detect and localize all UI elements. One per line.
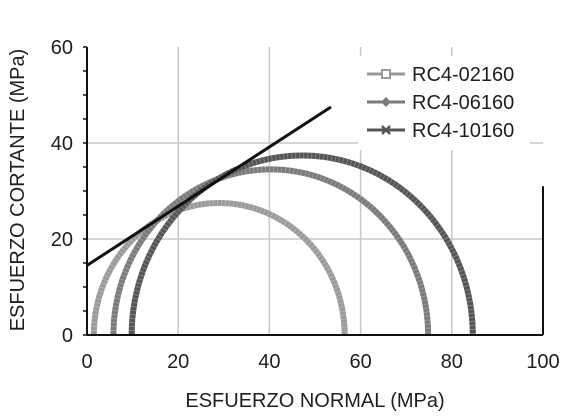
series-curve [128,152,476,335]
series-RC4-10160 [128,152,476,335]
square-marker-icon [381,69,391,79]
x-axis-title: ESFUERZO NORMAL (MPa) [185,390,444,412]
series-RC4-02160 [90,200,348,336]
series-marker-texture [90,200,348,336]
legend-item: RC4-10160 [367,120,514,142]
y-tick-label: 40 [51,133,73,155]
series-curve [90,200,348,336]
legend-label: RC4-06160 [412,92,514,114]
axes [83,46,544,336]
series-RC4-06160 [110,166,432,336]
series-marker-texture [128,152,476,335]
y-axis-title: ESFUERZO CORTANTE (MPa) [7,49,29,332]
plot-series [86,105,476,336]
tick-labels: 0 20 40 60 80 100 0 20 40 60 [51,37,560,373]
y-tick-label: 0 [62,325,73,347]
legend-item: RC4-06160 [367,92,514,114]
series-marker-texture [110,166,432,336]
x-tick-label: 80 [441,351,463,373]
y-tick-label: 60 [51,37,73,59]
legend-label: RC4-10160 [412,120,514,142]
x-tick-label: 20 [167,351,189,373]
diamond-marker-icon [381,97,391,107]
x-tick-label: 0 [81,351,92,373]
x-marker-icon [381,125,391,135]
x-tick-label: 60 [349,351,371,373]
legend-label: RC4-02160 [412,64,514,86]
series-curve [110,166,432,336]
x-tick-label: 40 [258,351,280,373]
y-tick-label: 20 [51,229,73,251]
x-tick-label: 100 [526,351,559,373]
legend-item: RC4-02160 [367,64,514,86]
legend: RC4-02160 RC4-06160 RC4-10160 [358,56,530,150]
failure-envelope-line [86,105,332,267]
